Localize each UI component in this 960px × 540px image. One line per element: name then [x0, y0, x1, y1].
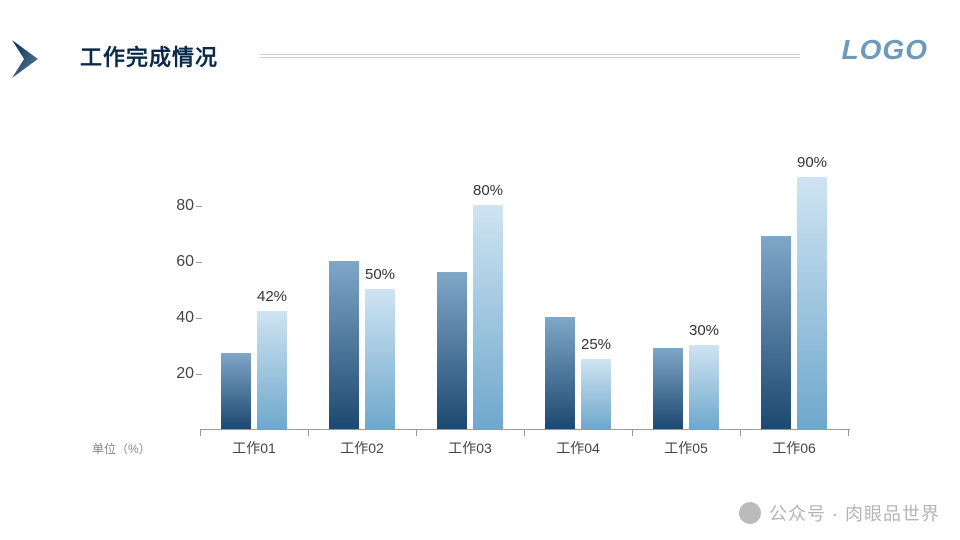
bar-series-b — [797, 177, 827, 429]
x-tick-mark — [200, 430, 201, 436]
bar-series-a — [761, 236, 791, 429]
bar-series-a — [329, 261, 359, 429]
bar-series-b — [365, 289, 395, 429]
bar-group: 50% — [308, 150, 416, 429]
x-category-label: 工作02 — [340, 438, 384, 458]
x-tick-mark — [740, 430, 741, 436]
chevron-icon — [8, 36, 54, 82]
bar-series-a — [653, 348, 683, 429]
bar-value-label: 50% — [365, 266, 395, 283]
bar-group: 30% — [632, 150, 740, 429]
bar-value-label: 25% — [581, 336, 611, 353]
chart-plot-area: 42% 50% 80% 25% 30% 90% — [200, 150, 850, 430]
x-tick-mark — [416, 430, 417, 436]
bar-group: 42% — [200, 150, 308, 429]
x-category-label: 工作05 — [664, 438, 708, 458]
x-tick-mark — [632, 430, 633, 436]
header-rules — [260, 54, 800, 60]
bar-value-label: 90% — [797, 154, 827, 171]
bar-group: 25% — [524, 150, 632, 429]
y-tick-mark — [196, 206, 202, 207]
y-tick-mark — [196, 318, 202, 319]
y-tick-label: 60 — [160, 253, 194, 271]
watermark-text: 公众号 · 肉眼品世界 — [769, 500, 940, 526]
x-category-label: 工作06 — [772, 438, 816, 458]
bar-series-a — [437, 272, 467, 429]
bar-group: 90% — [740, 150, 848, 429]
x-category-label: 工作01 — [232, 438, 276, 458]
y-tick-mark — [196, 374, 202, 375]
bar-series-b — [257, 311, 287, 429]
bar-series-a — [221, 353, 251, 429]
completion-chart: 42% 50% 80% 25% 30% 90% 20 40 60 80 工作01 工作02 工作03 工… — [130, 150, 850, 470]
page-title: 工作完成情况 — [80, 40, 218, 72]
x-tick-mark — [848, 430, 849, 436]
bar-group: 80% — [416, 150, 524, 429]
bar-series-a — [545, 317, 575, 429]
bar-series-b — [581, 359, 611, 429]
x-tick-mark — [524, 430, 525, 436]
bar-value-label: 42% — [257, 288, 287, 305]
bar-value-label: 80% — [473, 182, 503, 199]
bar-series-b — [473, 205, 503, 429]
bar-series-b — [689, 345, 719, 429]
watermark: 公众号 · 肉眼品世界 — [739, 500, 940, 526]
y-tick-label: 20 — [160, 365, 194, 383]
logo-text: LOGO — [842, 34, 928, 66]
x-category-label: 工作04 — [556, 438, 600, 458]
y-tick-label: 40 — [160, 309, 194, 327]
y-tick-label: 80 — [160, 197, 194, 215]
x-tick-mark — [308, 430, 309, 436]
y-tick-mark — [196, 262, 202, 263]
wechat-icon — [739, 502, 761, 524]
x-category-label: 工作03 — [448, 438, 492, 458]
y-axis-title: 单位（%） — [92, 440, 151, 457]
bar-value-label: 30% — [689, 322, 719, 339]
